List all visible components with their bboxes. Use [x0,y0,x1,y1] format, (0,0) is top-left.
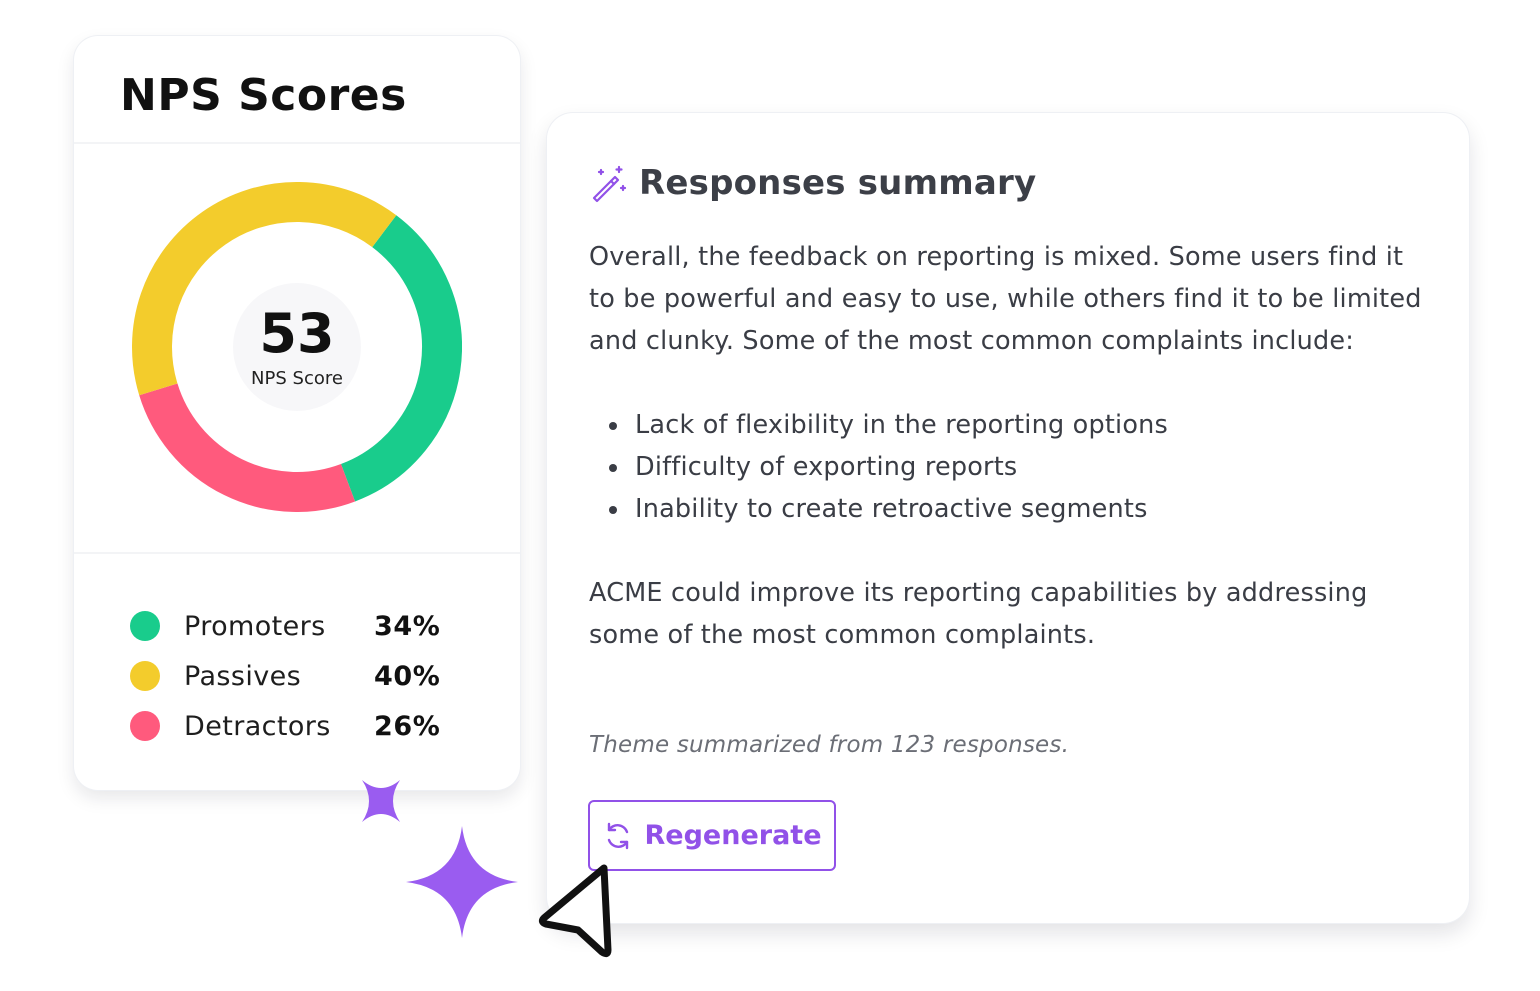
regenerate-label: Regenerate [644,820,822,851]
list-item: Lack of flexibility in the reporting opt… [631,404,1424,446]
donut-segment-passives [132,182,397,396]
large-sparkle-icon [406,826,518,938]
complaints-list: Lack of flexibility in the reporting opt… [631,404,1424,530]
legend-row-passives: Passives 40% [130,651,450,701]
legend-label: Passives [184,660,302,692]
nps-divider-bottom [74,552,520,554]
legend-row-promoters: Promoters 34% [130,601,450,651]
summary-intro: Overall, the feedback on reporting is mi… [589,242,1422,356]
legend-label: Promoters [184,610,326,642]
summary-footnote: Theme summarized from 123 responses. [589,732,1070,758]
promoters-dot [130,611,160,641]
nps-card: NPS Scores 53 NPS Score Promoters 34% Pa… [74,36,520,790]
detractors-dot [130,711,160,741]
summary-title: Responses summary [639,163,1037,203]
score-backdrop [233,283,361,411]
summary-body: Overall, the feedback on reporting is mi… [589,236,1424,656]
responses-summary-card: Responses summary Overall, the feedback … [547,113,1469,923]
legend-value: 34% [374,610,441,642]
nps-score-value: 53 [259,302,334,365]
refresh-icon [608,822,629,849]
donut-segment-promoters [340,215,462,502]
nps-score-label: NPS Score [251,368,343,389]
nps-legend: Promoters 34% Passives 40% Detractors 26… [130,601,450,751]
legend-value: 40% [374,660,441,692]
legend-row-detractors: Detractors 26% [130,701,450,751]
list-item: Difficulty of exporting reports [631,446,1424,488]
passives-dot [130,661,160,691]
magic-wand-icon [592,165,627,203]
small-sparkle-icon [362,780,400,822]
donut-segment-detractors [139,383,356,512]
regenerate-button[interactable]: Regenerate [588,800,836,871]
summary-conclusion: ACME could improve its reporting capabil… [589,578,1368,650]
mouse-cursor-icon [538,864,612,958]
summary-header: Responses summary [589,163,1036,203]
nps-title: NPS Scores [120,70,407,121]
nps-donut-chart: 53 NPS Score [132,182,462,512]
legend-value: 26% [374,710,441,742]
legend-label: Detractors [184,710,331,742]
nps-divider-top [74,142,520,144]
list-item: Inability to create retroactive segments [631,488,1424,530]
